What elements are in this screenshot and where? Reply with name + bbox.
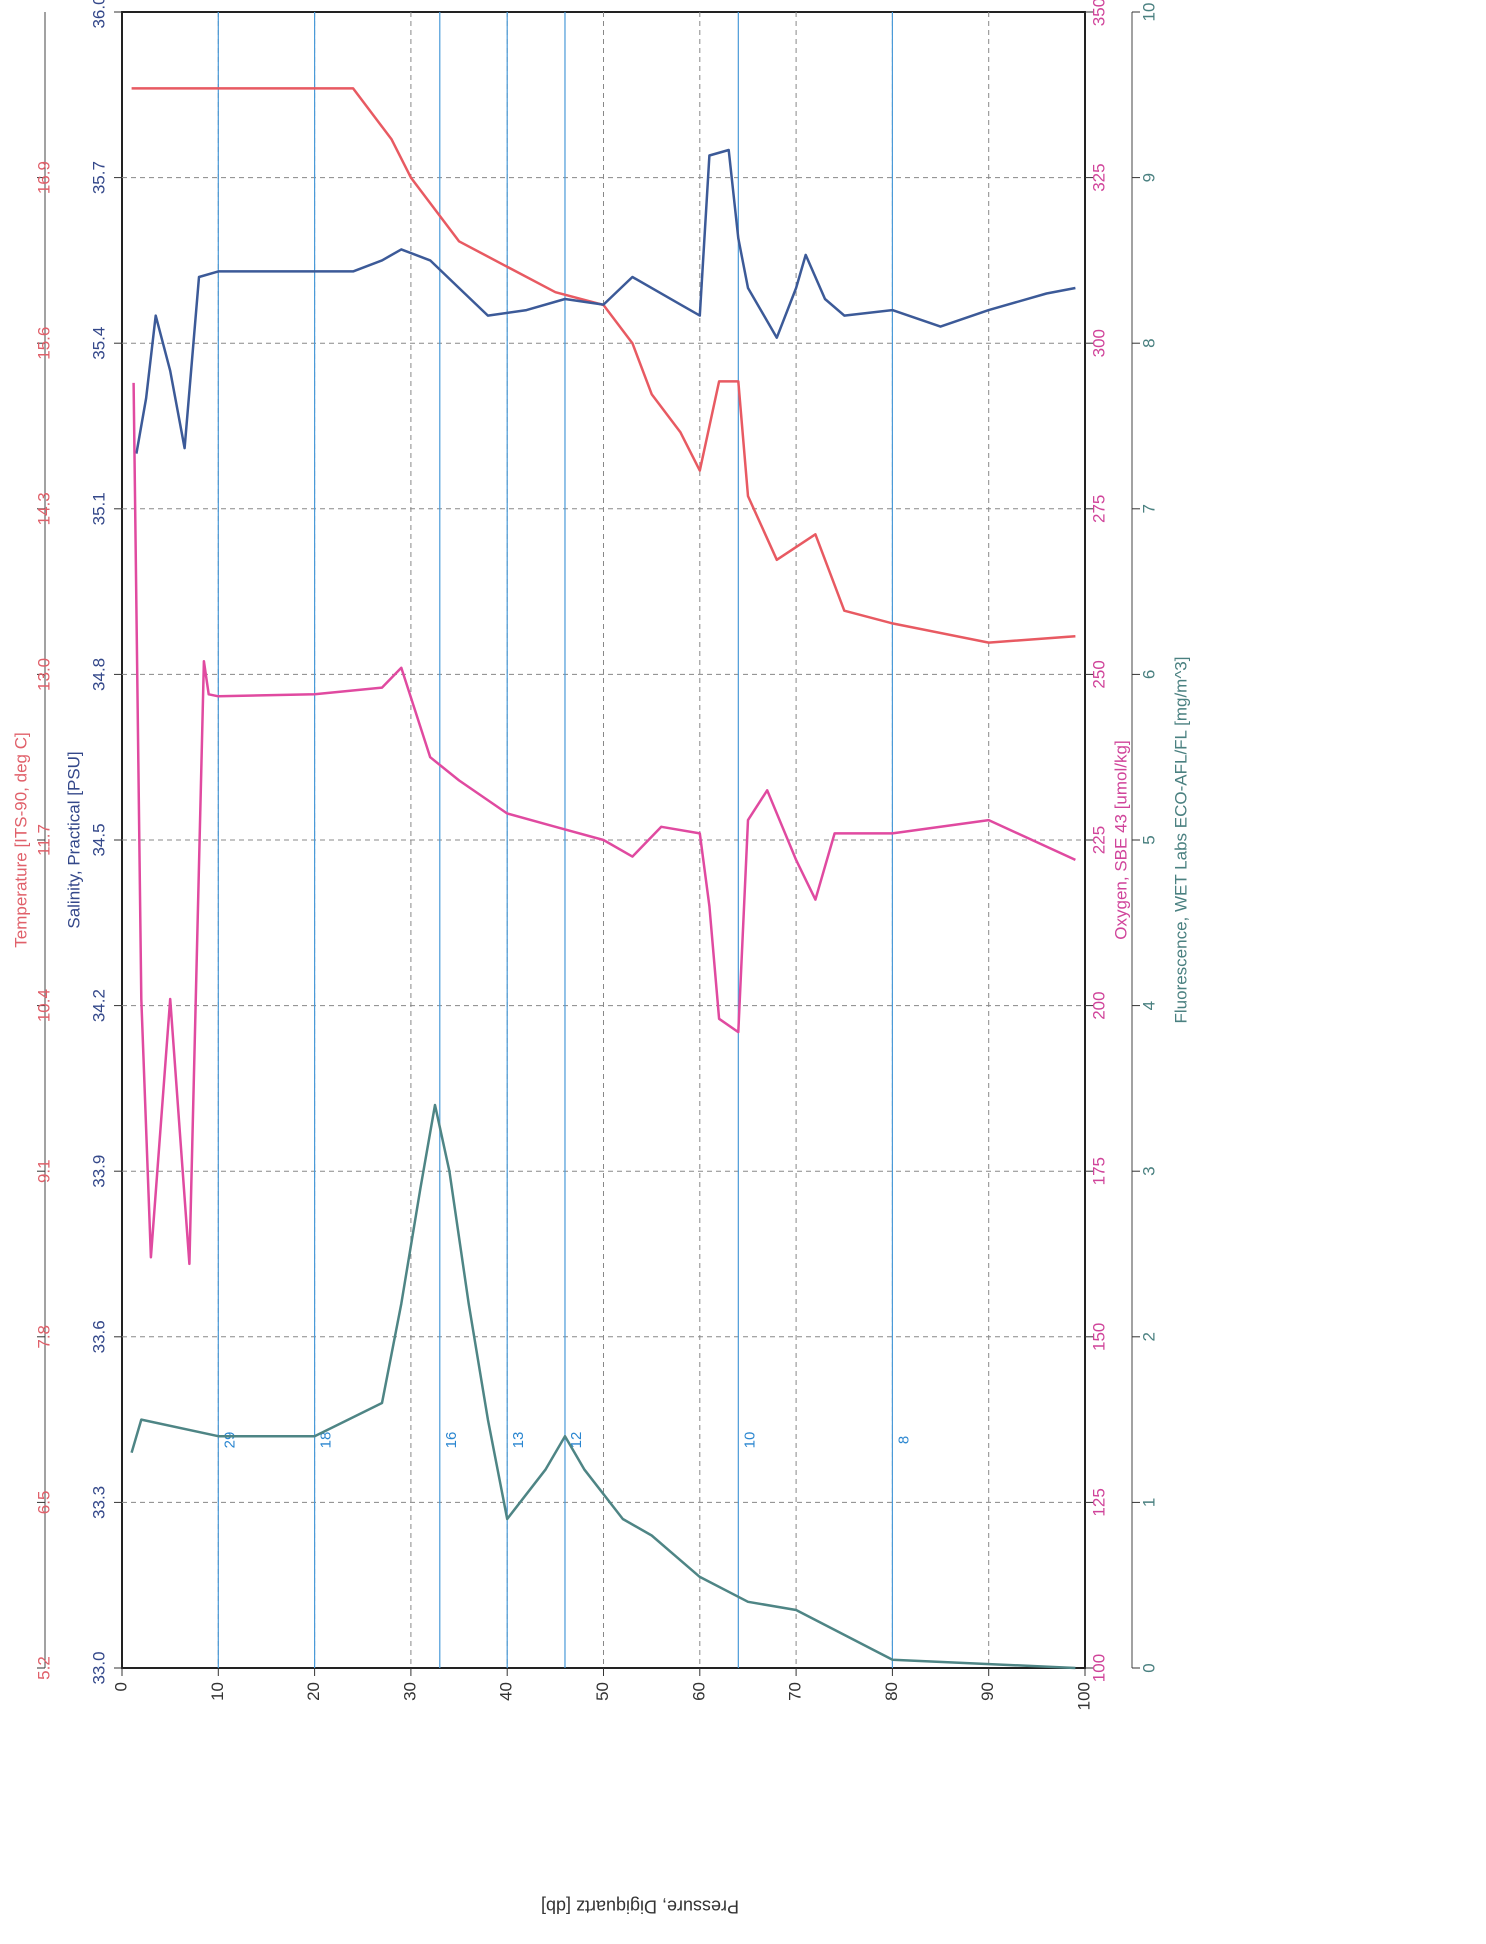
y-tick-label: 16.9 [34,161,53,194]
y-tick-label: 36.0 [89,0,108,29]
series-line [130,1103,1076,1670]
y-tick-label: 5 [1139,835,1158,844]
y-tick-label: 33.0 [89,1651,108,1684]
y-tick-label: 9 [1139,173,1158,182]
x-tick-label: 80 [882,1682,901,1701]
series-line [132,382,1076,1266]
series-line [135,148,1076,454]
x-tick-label: 10 [208,1682,227,1701]
y-tick-label: 34.5 [89,823,108,856]
x-tick-label: 70 [786,1682,805,1701]
y-tick-label: 10.4 [34,989,53,1022]
y-tick-label: 0 [1139,1663,1158,1672]
y-tick-label: 10 [1139,3,1158,22]
y-tick-label: 175 [1089,1157,1108,1185]
y-tick-label: 35.7 [89,161,108,194]
y-tick-label: 7 [1139,504,1158,513]
y-tick-label: 275 [1089,495,1108,523]
y-tick-label: 35.1 [89,492,108,525]
x-axis-title: Pressure, Digiquartz [db] [541,1896,739,1916]
y-tick-label: 325 [1089,163,1108,191]
bottle-label: 10 [741,1432,758,1449]
y-tick-label: 11.7 [34,824,53,856]
y-tick-label: 3 [1139,1166,1158,1175]
y-tick-label: 13.0 [34,658,53,691]
y-axis-title: Temperature [ITS-90, deg C] [11,732,30,947]
y-tick-label: 34.2 [89,989,108,1022]
bottle-label: 29 [221,1432,238,1449]
y-tick-label: 4 [1139,1001,1158,1010]
y-tick-label: 300 [1089,329,1108,357]
y-axis-title: Fluorescence, WET Labs ECO-AFL/FL [mg/m^… [1171,657,1190,1024]
bottle-label: 16 [443,1432,460,1449]
y-tick-label: 1 [1139,1498,1158,1507]
series-line [131,87,1076,644]
y-tick-label: 100 [1089,1654,1108,1682]
y-tick-label: 7.8 [34,1325,53,1349]
bottle-label: 18 [318,1432,335,1449]
y-tick-label: 250 [1089,660,1108,688]
y-tick-label: 125 [1089,1488,1108,1516]
y-tick-label: 15.6 [34,327,53,360]
y-tick-label: 6 [1139,670,1158,679]
y-axis-title: Salinity, Practical [PSU] [64,751,83,928]
y-axis-title: Oxygen, SBE 43 [umol/kg] [1111,740,1130,939]
y-tick-label: 9.1 [34,1159,53,1183]
y-tick-label: 33.3 [89,1486,108,1519]
x-tick-label: 30 [400,1682,419,1701]
x-tick-label: 20 [304,1682,323,1701]
y-tick-label: 2 [1139,1332,1158,1341]
y-tick-label: 14.3 [34,492,53,525]
y-tick-label: 150 [1089,1323,1108,1351]
x-tick-label: 90 [978,1682,997,1701]
y-tick-label: 34.8 [89,658,108,691]
x-tick-label: 0 [111,1682,130,1691]
x-tick-label: 50 [593,1682,612,1701]
y-tick-label: 6.5 [34,1491,53,1515]
y-tick-label: 35.4 [89,327,108,360]
y-tick-label: 8 [1139,338,1158,347]
bottle-label: 13 [510,1432,527,1449]
x-tick-label: 60 [689,1682,708,1701]
y-tick-label: 350 [1089,0,1108,26]
y-tick-label: 225 [1089,826,1108,854]
x-tick-label: 40 [497,1682,516,1701]
y-tick-label: 33.9 [89,1155,108,1188]
y-tick-label: 33.6 [89,1320,108,1353]
y-tick-label: 200 [1089,991,1108,1019]
bottle-label: 12 [568,1432,585,1449]
y-tick-label: 5.2 [34,1656,53,1680]
x-tick-label: 100 [1074,1682,1093,1710]
bottle-label: 8 [895,1436,912,1444]
